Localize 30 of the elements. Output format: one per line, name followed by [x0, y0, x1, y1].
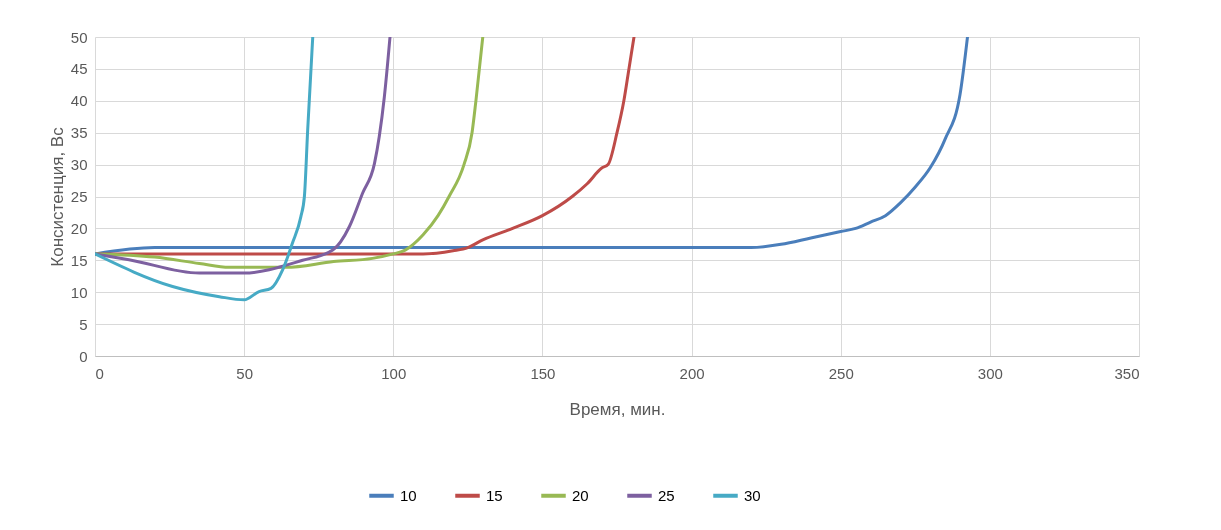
y-tick-label: 5 [79, 315, 88, 333]
x-tick-label: 150 [530, 364, 556, 382]
line-series [95, 37, 636, 256]
y-tick-label: 20 [70, 219, 88, 237]
y-tick-label: 0 [79, 347, 88, 365]
y-tick-label: 40 [70, 92, 88, 110]
x-tick-label: 200 [679, 364, 705, 382]
legend-label: 10 [400, 486, 417, 504]
x-tick-label: 0 [95, 364, 104, 382]
y-tick-label: 45 [70, 60, 88, 78]
x-tick-label: 50 [236, 364, 253, 382]
x-tick-label: 350 [1114, 364, 1140, 382]
y-tick-label: 50 [70, 28, 88, 46]
x-tick-label: 250 [828, 364, 854, 382]
line-series [95, 37, 392, 275]
legend-label: 30 [744, 486, 761, 504]
y-tick-label: 15 [70, 251, 88, 269]
y-tick-label: 35 [70, 124, 88, 142]
y-axis-title: Консистенция, Вс [47, 126, 67, 267]
y-tick-label: 10 [70, 283, 88, 301]
x-axis-title: Время, мин. [569, 399, 666, 419]
x-tick-label: 100 [381, 364, 407, 382]
line-series [95, 37, 485, 269]
line-series [95, 37, 315, 302]
legend-label: 15 [486, 486, 503, 504]
legend-label: 25 [658, 486, 675, 504]
x-tick-label: 300 [977, 364, 1003, 382]
y-tick-label: 25 [70, 188, 88, 205]
y-tick-label: 30 [70, 156, 88, 174]
legend-label: 20 [572, 486, 589, 504]
